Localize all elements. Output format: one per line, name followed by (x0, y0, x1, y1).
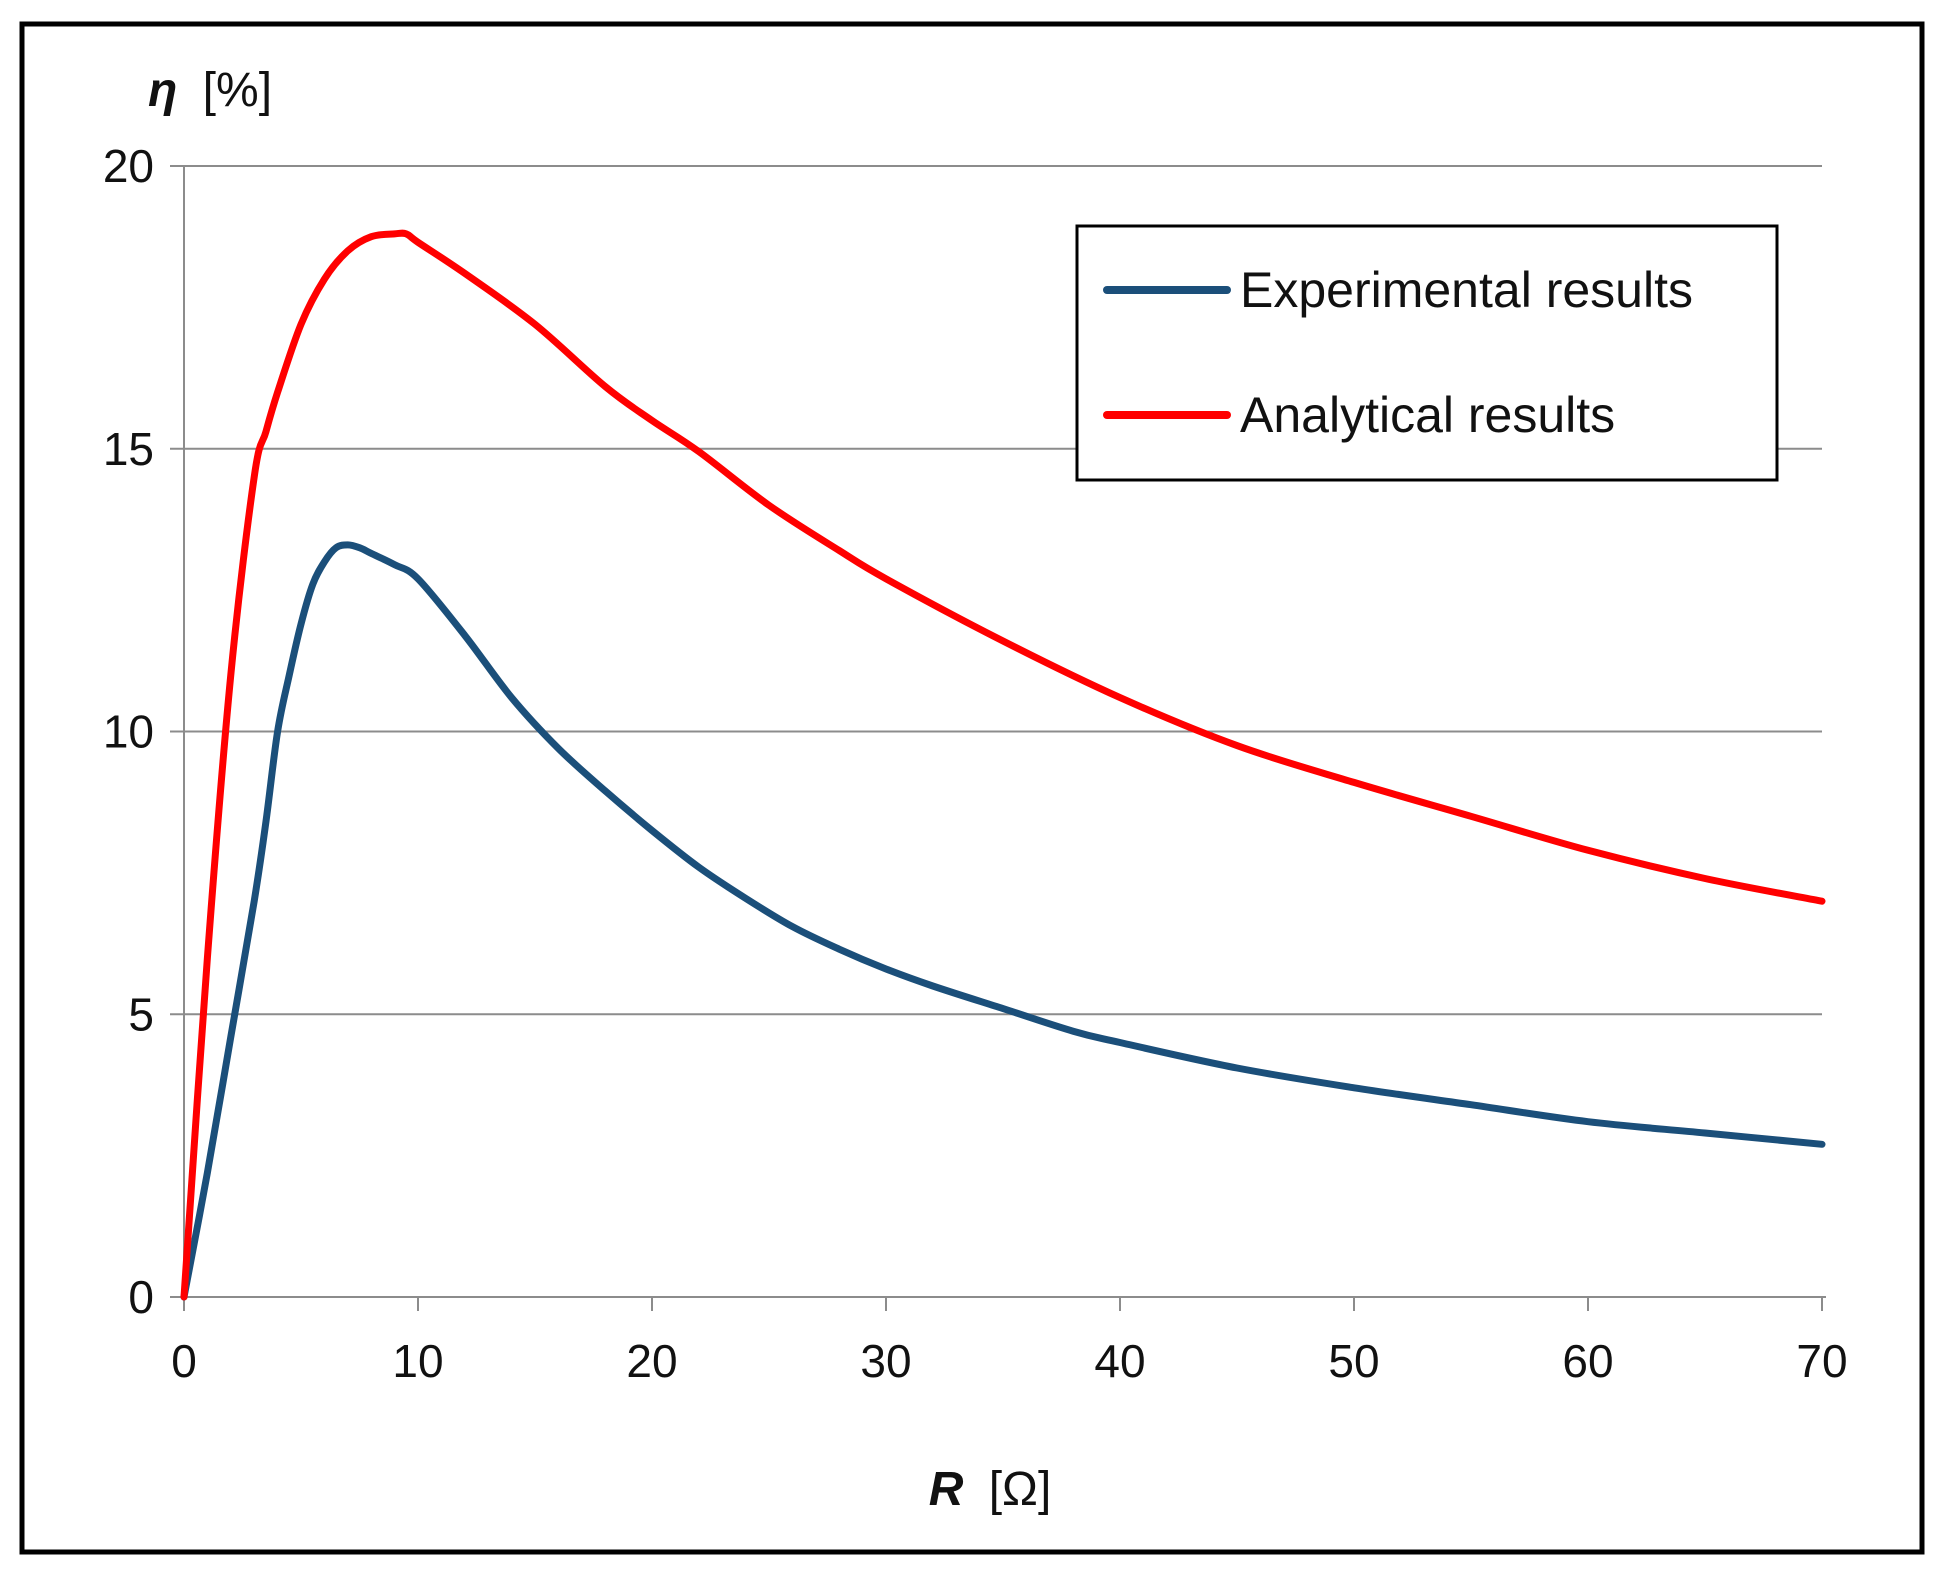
legend-label-experimental: Experimental results (1240, 262, 1693, 318)
x-axis-variable: R (929, 1463, 964, 1516)
y-tick-label-20: 20 (103, 140, 154, 192)
legend: Experimental results Analytical results (1075, 224, 1779, 482)
x-tick-label-40: 40 (1094, 1335, 1145, 1387)
series-line-analytical (180, 229, 1826, 1301)
y-axis-variable: η (148, 64, 177, 117)
x-tick-label-50: 50 (1328, 1335, 1379, 1387)
legend-box (1075, 224, 1779, 482)
legend-label-analytical: Analytical results (1240, 387, 1615, 443)
x-tick-label-70: 70 (1796, 1335, 1847, 1387)
y-tick-label-10: 10 (103, 706, 154, 758)
series (180, 229, 1826, 1301)
x-tick-label-30: 30 (860, 1335, 911, 1387)
y-tick-label-15: 15 (103, 423, 154, 475)
x-axis-unit: [Ω] (989, 1463, 1052, 1516)
x-tick-label-10: 10 (392, 1335, 443, 1387)
x-tick-label-20: 20 (626, 1335, 677, 1387)
ticks: 0 5 10 15 20 0 10 20 30 40 50 60 70 (103, 140, 1848, 1387)
x-tick-label-0: 0 (171, 1335, 197, 1387)
y-axis-title: η [%] (148, 64, 272, 117)
y-tick-label-5: 5 (128, 988, 154, 1040)
y-axis-unit: [%] (203, 64, 272, 117)
x-tick-label-60: 60 (1562, 1335, 1613, 1387)
y-tick-label-0: 0 (128, 1271, 154, 1323)
series-line-experimental (180, 541, 1826, 1301)
gridlines (184, 165, 1822, 1016)
x-axis-title: R [Ω] (929, 1463, 1052, 1516)
